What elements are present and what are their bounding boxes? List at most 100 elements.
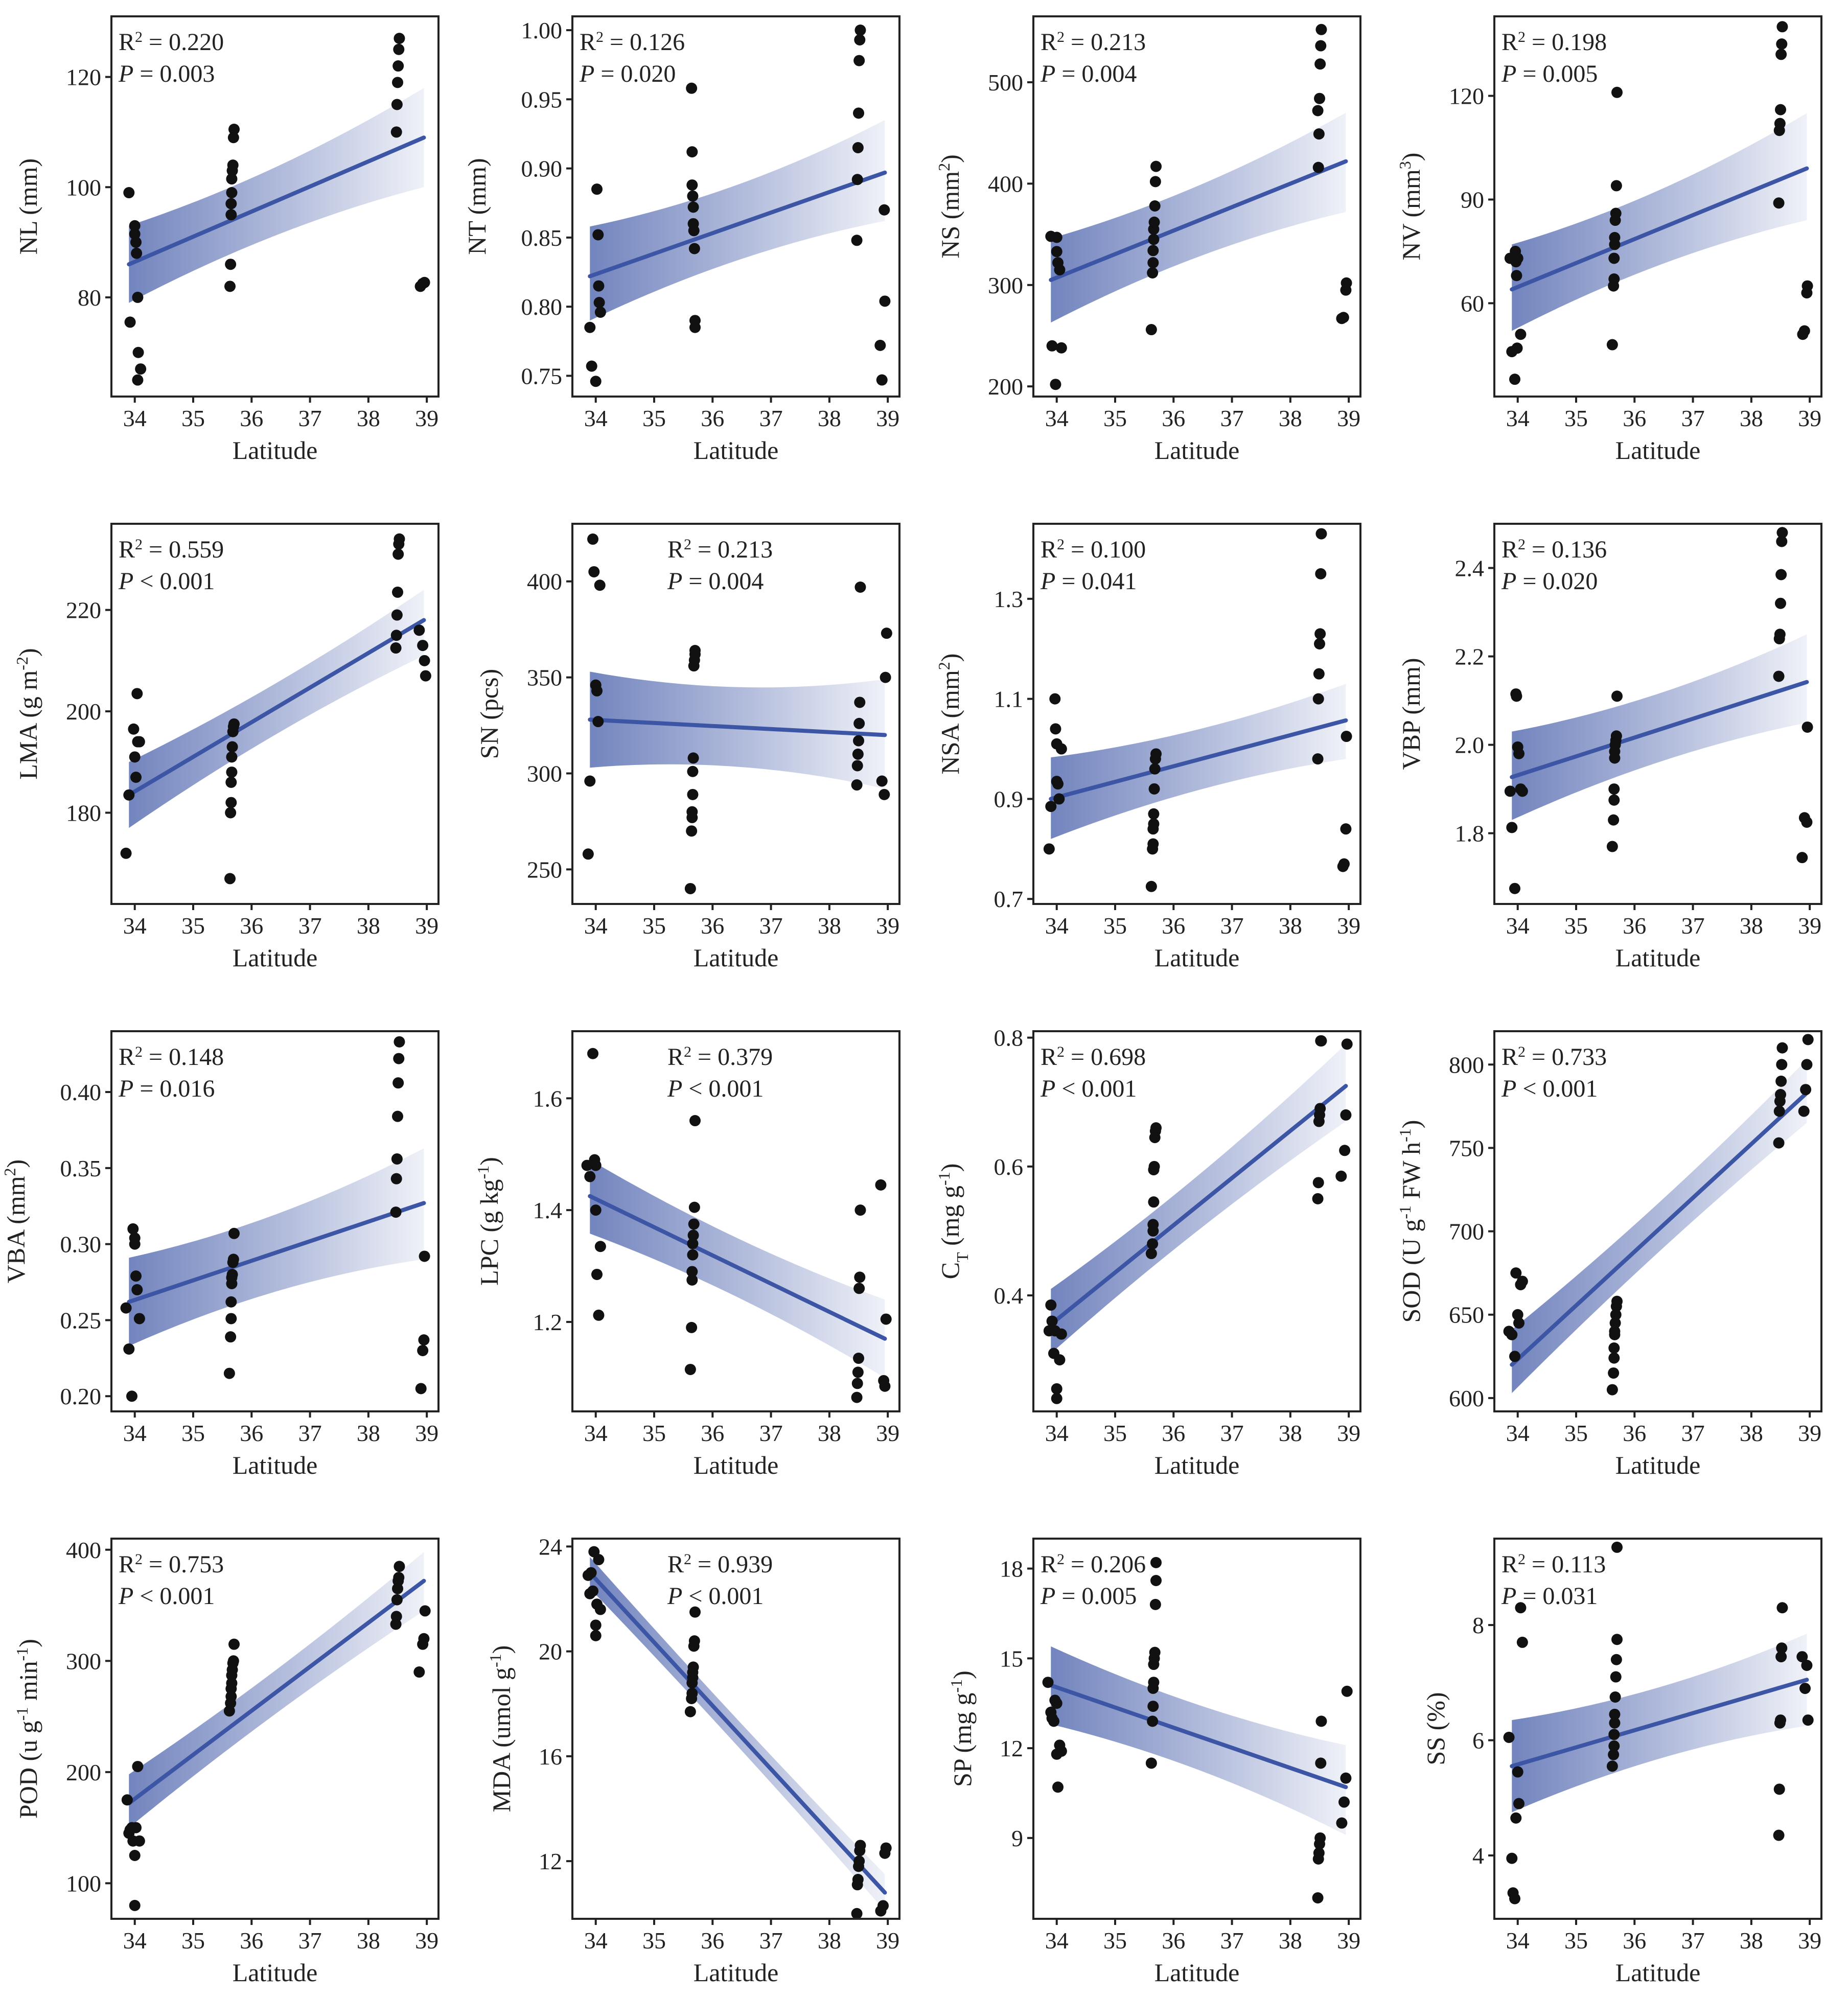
data-point bbox=[880, 1313, 892, 1325]
data-point bbox=[391, 1153, 403, 1165]
data-point bbox=[853, 1855, 865, 1867]
data-point bbox=[1315, 1757, 1327, 1769]
x-axis-label: Latitude bbox=[1615, 1958, 1701, 1987]
data-point bbox=[591, 1268, 603, 1280]
data-point bbox=[1148, 783, 1160, 795]
x-tick-label: 37 bbox=[1681, 1928, 1705, 1954]
x-tick-label: 34 bbox=[584, 913, 608, 939]
data-point bbox=[1315, 1715, 1327, 1727]
x-tick-label: 39 bbox=[1798, 913, 1821, 939]
x-tick-label: 34 bbox=[1506, 1928, 1530, 1954]
data-point bbox=[1775, 569, 1787, 580]
y-tick-label: 200 bbox=[66, 1759, 101, 1785]
p-value-label: P < 0.001 bbox=[667, 1075, 764, 1102]
data-point bbox=[1312, 693, 1324, 705]
data-point bbox=[1512, 1309, 1523, 1320]
data-point bbox=[1608, 1729, 1620, 1740]
x-tick-label: 36 bbox=[240, 405, 263, 431]
data-point bbox=[226, 751, 238, 763]
data-point bbox=[1773, 1137, 1785, 1149]
x-axis-label: Latitude bbox=[233, 1451, 318, 1479]
data-point bbox=[879, 788, 890, 800]
data-point bbox=[1775, 1089, 1786, 1100]
data-point bbox=[419, 1605, 431, 1617]
data-point bbox=[1314, 92, 1325, 104]
data-point bbox=[1800, 1084, 1812, 1096]
data-point bbox=[1801, 280, 1813, 292]
regression-line bbox=[127, 1201, 426, 1304]
scatter-panel-3: 34 35 36 37 38 39 200 300 400 500 Latitude NS (mm2)… bbox=[935, 15, 1361, 465]
y-tick-label: 90 bbox=[1461, 187, 1484, 213]
regression-line bbox=[588, 1570, 887, 1895]
data-point bbox=[393, 43, 405, 55]
data-point bbox=[1145, 1757, 1157, 1769]
data-point bbox=[226, 767, 238, 778]
data-point bbox=[851, 1391, 863, 1403]
data-point bbox=[1148, 1677, 1160, 1688]
data-point bbox=[1608, 783, 1620, 795]
y-tick-label: 20 bbox=[539, 1639, 562, 1665]
data-point bbox=[1148, 818, 1160, 830]
data-point bbox=[1046, 1315, 1058, 1327]
data-point bbox=[1611, 690, 1623, 702]
data-point bbox=[879, 204, 890, 216]
data-point bbox=[1796, 1651, 1808, 1663]
data-point bbox=[1050, 723, 1061, 735]
data-point bbox=[688, 1218, 700, 1230]
y-tick-label: 0.20 bbox=[60, 1383, 102, 1409]
data-point bbox=[1147, 1715, 1159, 1727]
data-point bbox=[1773, 1783, 1785, 1795]
data-point bbox=[1340, 823, 1352, 835]
x-tick-label: 36 bbox=[1162, 913, 1185, 939]
data-point bbox=[1506, 1329, 1518, 1340]
regression-line bbox=[1049, 1683, 1348, 1790]
data-point bbox=[1802, 1714, 1814, 1726]
y-axis-label: SOD (U g-1 FW h-1) bbox=[1396, 1120, 1425, 1323]
data-point bbox=[1775, 104, 1786, 115]
data-point bbox=[1776, 1059, 1788, 1071]
y-tick-label: 1.00 bbox=[521, 17, 563, 43]
data-point bbox=[594, 1604, 606, 1615]
p-value-label: P < 0.001 bbox=[118, 1583, 215, 1610]
data-point bbox=[132, 1760, 144, 1772]
data-point bbox=[419, 655, 430, 666]
plot-frame bbox=[571, 1030, 900, 1412]
regression-line bbox=[1049, 718, 1348, 801]
plot-frame bbox=[1493, 15, 1822, 398]
data-point bbox=[129, 1899, 141, 1911]
plot-frame bbox=[110, 15, 440, 398]
x-tick-label: 37 bbox=[759, 1420, 783, 1446]
data-point bbox=[133, 1835, 145, 1847]
data-point bbox=[686, 179, 698, 191]
data-point bbox=[1776, 21, 1788, 33]
data-point bbox=[594, 1241, 606, 1252]
data-point bbox=[587, 1048, 598, 1059]
data-point bbox=[1776, 1602, 1788, 1614]
data-point bbox=[592, 229, 604, 241]
data-point bbox=[853, 1353, 864, 1364]
x-tick-label: 38 bbox=[1279, 1420, 1302, 1446]
data-point bbox=[684, 1706, 696, 1717]
data-point bbox=[1055, 743, 1067, 755]
x-tick-label: 39 bbox=[1798, 1420, 1821, 1446]
y-tick-label: 0.35 bbox=[60, 1155, 102, 1181]
data-point bbox=[853, 1283, 865, 1294]
data-point bbox=[1312, 753, 1324, 765]
y-axis-label: VBP (mm) bbox=[1397, 658, 1425, 770]
y-tick-label: 300 bbox=[988, 272, 1023, 298]
data-point bbox=[590, 1204, 602, 1216]
y-tick-label: 0.6 bbox=[994, 1154, 1024, 1180]
data-point bbox=[1312, 1177, 1324, 1189]
x-tick-label: 35 bbox=[1103, 1420, 1127, 1446]
data-point bbox=[1608, 252, 1620, 264]
data-point bbox=[593, 1554, 605, 1566]
x-tick-label: 35 bbox=[1564, 1420, 1588, 1446]
y-tick-label: 80 bbox=[78, 285, 101, 311]
data-point bbox=[224, 873, 236, 885]
data-point bbox=[228, 1638, 240, 1650]
y-tick-label: 0.90 bbox=[521, 156, 563, 182]
x-tick-label: 36 bbox=[1162, 1420, 1185, 1446]
data-point bbox=[413, 1666, 425, 1678]
data-point bbox=[1147, 1219, 1159, 1230]
